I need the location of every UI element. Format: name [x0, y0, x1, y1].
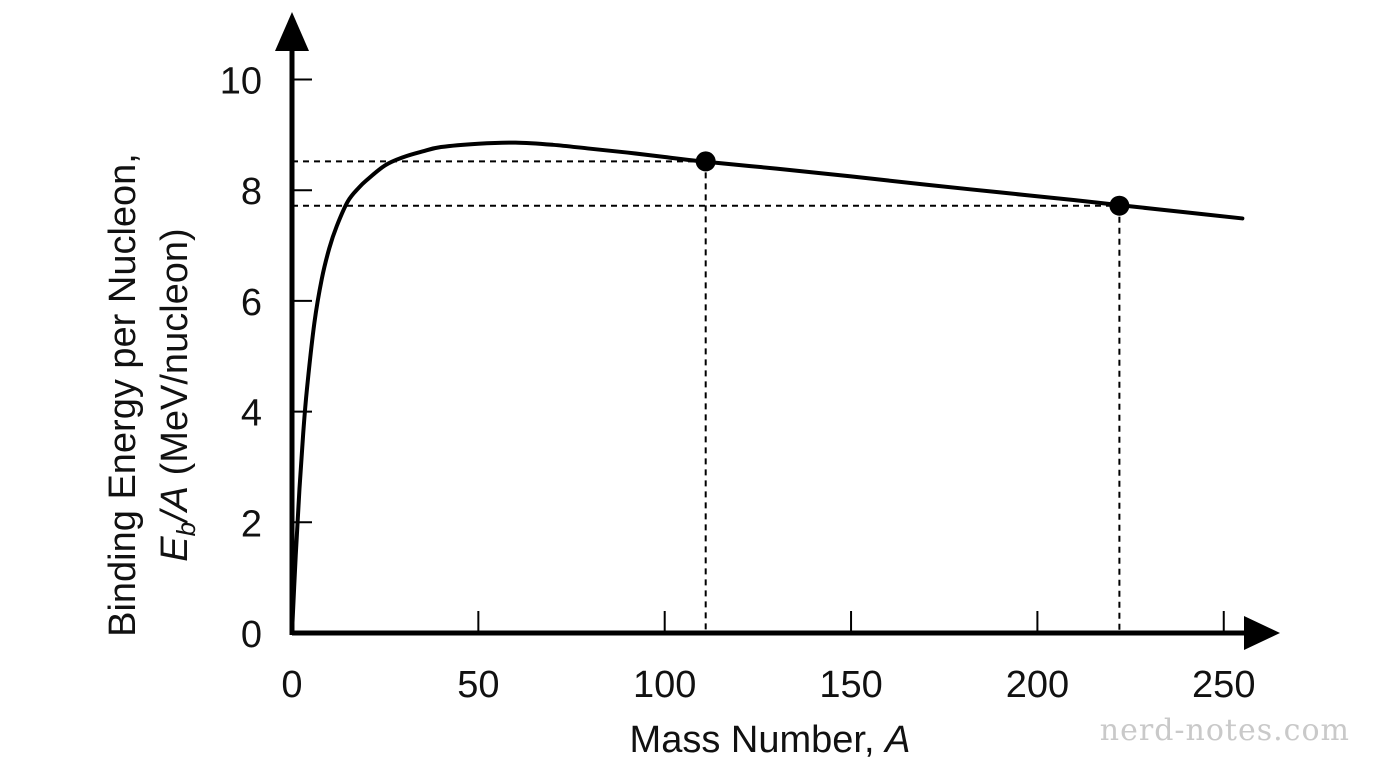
curve-layer [290, 140, 1245, 635]
binding-energy-curve-0 [290, 140, 1245, 635]
x-tick-label-0: 0 [281, 664, 302, 706]
y-tick-label-2: 2 [241, 503, 262, 545]
dashed-guide-lines [292, 160, 1121, 633]
y-axis-label: Binding Energy per Nucleon, Eb/A (MeV/nu… [102, 153, 201, 637]
y-tick-label-0: 0 [241, 614, 262, 656]
data-point-0 [695, 151, 716, 172]
y-axis-label-line2: Eb/A (MeV/nucleon) [154, 228, 201, 561]
y-axis-label-var2: /A [154, 486, 196, 525]
x-axis-label-var: A [883, 719, 910, 761]
axes [275, 12, 1280, 650]
watermark: nerd-notes.com [1099, 713, 1350, 748]
data-point-1 [1109, 195, 1130, 216]
x-axis-arrow [1244, 616, 1280, 650]
y-axis-label-var: E [154, 536, 196, 562]
marked-points [695, 151, 1130, 216]
x-tick-label-200: 200 [1006, 664, 1069, 706]
y-axis-label-sub: b [171, 522, 201, 536]
y-tick-label-4: 4 [241, 393, 262, 435]
x-axis-label: Mass Number, A [630, 719, 911, 761]
ticks: 0 50 100 150 200 250 0 2 4 6 8 10 [220, 61, 1256, 707]
x-axis-label-text: Mass Number, [630, 719, 886, 761]
x-tick-label-50: 50 [457, 664, 499, 706]
y-tick-label-8: 8 [241, 171, 262, 213]
x-tick-label-250: 250 [1192, 664, 1255, 706]
x-tick-label-100: 100 [633, 664, 696, 706]
y-tick-label-10: 10 [220, 61, 262, 103]
x-tick-label-150: 150 [819, 664, 882, 706]
y-axis-arrow [275, 12, 309, 51]
y-axis-label-line1: Binding Energy per Nucleon, [102, 153, 144, 637]
y-tick-label-6: 6 [241, 282, 262, 324]
y-axis-label-unit: (MeV/nucleon) [154, 228, 196, 486]
